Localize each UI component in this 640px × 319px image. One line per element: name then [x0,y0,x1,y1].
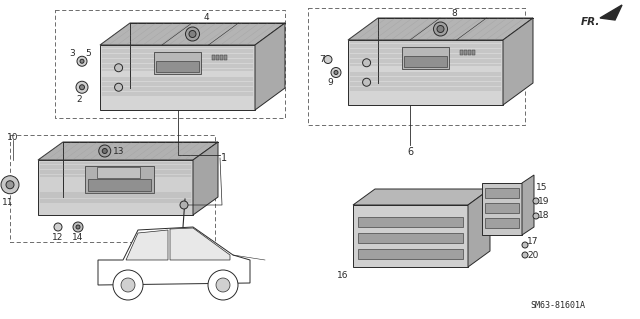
Text: 3: 3 [69,49,75,58]
Bar [220,55,223,60]
Text: 5: 5 [85,49,91,58]
Polygon shape [98,227,250,285]
Circle shape [115,83,123,91]
Polygon shape [100,23,285,45]
Bar [156,61,199,72]
Circle shape [99,145,111,157]
Text: 6: 6 [407,147,413,157]
Text: 12: 12 [52,233,64,241]
Text: 9: 9 [327,78,333,87]
Bar [485,218,519,228]
Polygon shape [353,189,490,205]
Circle shape [522,242,528,248]
Circle shape [433,22,447,36]
Circle shape [76,225,80,229]
Circle shape [77,56,87,66]
Polygon shape [255,23,285,110]
Circle shape [363,78,371,86]
Text: 19: 19 [538,197,550,205]
Bar [358,233,463,243]
Circle shape [73,222,83,232]
Bar [223,55,227,60]
Bar [463,50,467,55]
Circle shape [334,70,338,75]
Text: 11: 11 [3,198,13,207]
Bar [216,55,219,60]
Circle shape [113,270,143,300]
Bar [482,183,522,235]
Circle shape [102,149,108,153]
Bar [353,205,468,267]
Polygon shape [468,189,490,267]
Bar [485,188,519,198]
Polygon shape [100,45,255,110]
Polygon shape [348,18,533,40]
Bar [404,56,447,67]
Bar [154,51,201,74]
Text: SM63-81601A: SM63-81601A [531,300,586,309]
Circle shape [180,201,188,209]
Circle shape [76,81,88,93]
Bar [472,50,475,55]
Circle shape [186,27,200,41]
Polygon shape [600,5,622,20]
Bar [212,55,214,60]
Bar [358,249,463,259]
Text: 8: 8 [452,9,458,18]
Text: 17: 17 [527,238,539,247]
Text: 18: 18 [538,211,550,220]
Text: 7: 7 [319,55,325,64]
Text: FR.: FR. [581,17,600,27]
Bar [485,203,519,213]
Text: 10: 10 [7,133,19,143]
Circle shape [208,270,238,300]
Circle shape [324,56,332,63]
Text: 15: 15 [536,183,548,192]
Polygon shape [193,142,218,215]
Circle shape [437,26,444,33]
Polygon shape [126,230,168,260]
Polygon shape [348,40,503,105]
Circle shape [1,176,19,194]
Text: 13: 13 [113,146,125,155]
Circle shape [115,64,123,72]
Text: 2: 2 [76,95,82,104]
Circle shape [331,68,341,78]
Circle shape [189,31,196,38]
Bar [97,167,140,178]
Bar [468,50,470,55]
Circle shape [216,278,230,292]
Text: 4: 4 [204,13,209,23]
Circle shape [54,223,62,231]
Circle shape [363,59,371,67]
Polygon shape [38,142,218,160]
Text: 16: 16 [337,271,349,279]
Text: 20: 20 [527,250,539,259]
Circle shape [6,181,14,189]
Text: 1: 1 [221,153,227,163]
Text: 14: 14 [72,233,84,241]
Circle shape [80,59,84,63]
Bar [358,217,463,227]
Circle shape [79,85,84,90]
Polygon shape [522,175,534,235]
Circle shape [533,213,539,219]
Bar [88,179,151,191]
Circle shape [533,198,539,204]
Polygon shape [503,18,533,105]
Bar [403,47,449,69]
Polygon shape [38,160,193,215]
Polygon shape [170,228,230,260]
Bar [84,166,154,193]
Circle shape [522,252,528,258]
Circle shape [121,278,135,292]
Bar [460,50,463,55]
